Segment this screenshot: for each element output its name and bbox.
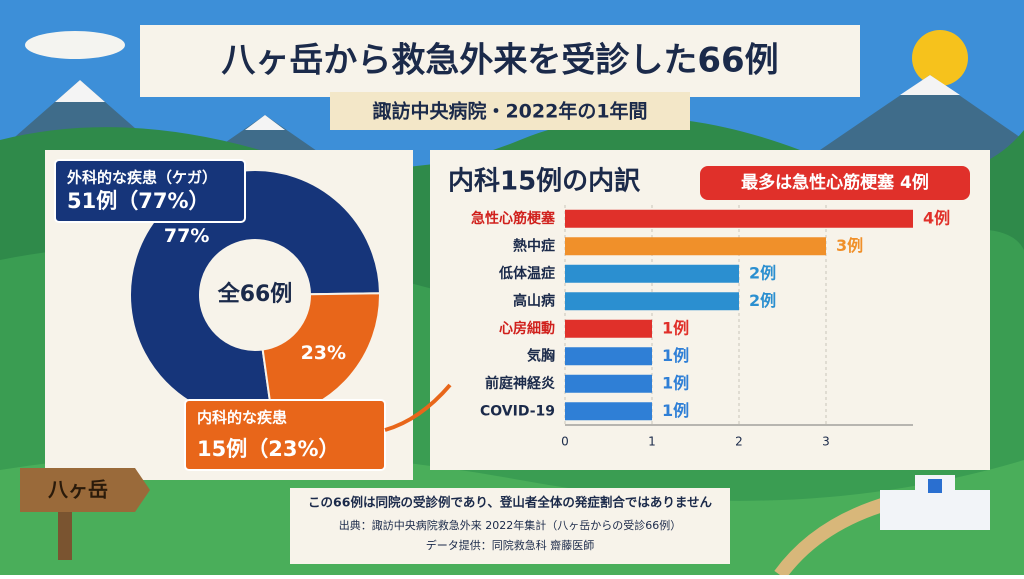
callout-title: 外科的な疾患（ケガ）: [66, 169, 217, 187]
footer-source: 出典：諏訪中央病院救急外来 2022年集計（八ヶ岳からの受診66例）: [339, 518, 682, 532]
subtitle-paper: [330, 92, 690, 130]
footer: この66例は同院の受診例であり、登山者全体の発症割合ではありません 出典：諏訪中…: [290, 488, 730, 564]
slice-label: 23%: [301, 342, 346, 364]
callout-value: 51例（77%）: [67, 189, 210, 213]
category-label: 気胸: [527, 347, 555, 364]
category-label: 急性心筋梗塞: [471, 210, 556, 227]
callout-box: [184, 399, 386, 471]
footer-paper: [290, 488, 730, 564]
value-label: 1例: [662, 401, 689, 420]
category-label: 高山病: [513, 292, 555, 309]
bar-title: 内科15例の内訳: [448, 166, 641, 197]
bar: [565, 264, 739, 283]
value-label: 4例: [923, 208, 950, 227]
bar: [565, 292, 739, 311]
category-label: COVID-19: [480, 403, 555, 419]
slice-label: 77%: [164, 225, 209, 247]
donut-chart: 77% 23% 全66例 外科的な疾患（ケガ） 51例（77%） 内科的な疾患 15例（23…: [54, 159, 452, 471]
x-tick-label: 2: [735, 435, 743, 449]
callout-box: [54, 159, 246, 223]
badge: [700, 166, 970, 200]
callout-title: 内科的な疾患: [197, 409, 287, 427]
category-label: 低体温症: [498, 265, 555, 282]
bar: [565, 319, 652, 338]
value-label: 2例: [749, 291, 776, 310]
footer-credit: データ提供：同院救急科 齋藤医師: [426, 538, 595, 552]
callout-value: 15例（23%）: [197, 437, 340, 461]
callout-arrow: [384, 383, 452, 432]
center-label: 全66例: [217, 281, 293, 307]
title: 八ヶ岳から救急外来を受診した66例: [221, 41, 778, 81]
bar: [565, 209, 913, 228]
badge-text: 最多は急性心筋梗塞 4例: [741, 172, 929, 193]
x-tick-label: 3: [822, 435, 830, 449]
value-label: 1例: [662, 318, 689, 337]
category-label: 前庭神経炎: [485, 375, 555, 392]
sign-board: [20, 468, 150, 512]
x-tick-label: 0: [561, 435, 569, 449]
value-label: 1例: [662, 373, 689, 392]
value-label: 1例: [662, 346, 689, 365]
title-paper: [140, 25, 860, 97]
bar: [565, 347, 652, 366]
subtitle: 諏訪中央病院・2022年の1年間: [372, 100, 647, 123]
category-label: 心房細動: [499, 320, 555, 337]
sign-text: 八ヶ岳: [48, 478, 108, 502]
bar: [565, 374, 652, 393]
donut-slice: [129, 169, 382, 421]
title-panel: 八ヶ岳から救急外来を受診した66例 諏訪中央病院・2022年の1年間: [140, 25, 860, 130]
value-label: 3例: [836, 236, 863, 255]
value-label: 2例: [749, 263, 776, 282]
sign: 八ヶ岳: [20, 468, 150, 512]
footer-note: この66例は同院の受診例であり、登山者全体の発症割合ではありません: [308, 495, 712, 510]
bar: [565, 402, 652, 421]
bar: [565, 237, 826, 256]
x-tick-label: 1: [648, 435, 656, 449]
category-label: 熱中症: [513, 237, 555, 254]
donut-hole: [201, 241, 309, 349]
